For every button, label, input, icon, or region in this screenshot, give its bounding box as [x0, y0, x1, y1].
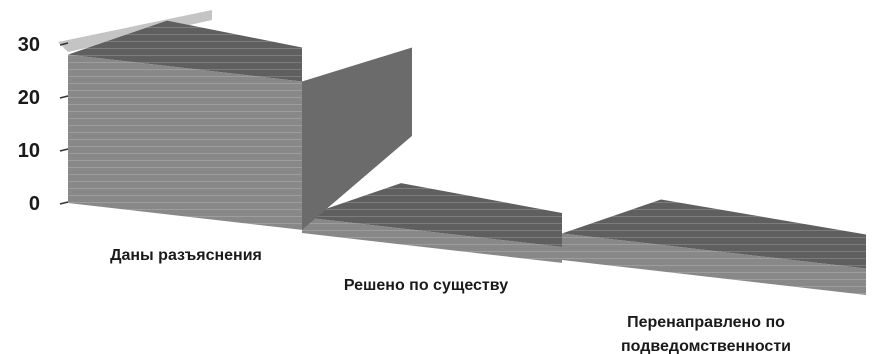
bar-top-stripes	[68, 20, 302, 82]
bar-front-stripes	[562, 233, 866, 295]
bar-1	[302, 183, 562, 263]
bar-front-stripes	[68, 54, 302, 230]
y-tick-label: 10	[18, 140, 40, 162]
bar-top-stripes	[302, 183, 562, 247]
y-tick-label: 20	[18, 87, 40, 109]
y-tick-mark	[59, 201, 69, 205]
bar-side-face	[302, 47, 412, 230]
y-tick-mark	[59, 148, 69, 152]
bar-top-stripes	[562, 199, 866, 269]
category-label: Перенаправлено по подведомственности	[621, 314, 791, 354]
back-wall	[58, 10, 212, 52]
bar-2	[562, 199, 866, 295]
bar-0	[68, 20, 412, 230]
category-label: Даны разъяснения	[110, 247, 262, 264]
y-tick-mark	[59, 95, 69, 99]
y-tick-mark	[59, 42, 69, 46]
category-label: Решено по существу	[344, 277, 508, 294]
y-tick-label: 30	[18, 34, 40, 56]
bar-front-stripes	[302, 217, 562, 263]
y-tick-label: 0	[29, 193, 40, 215]
